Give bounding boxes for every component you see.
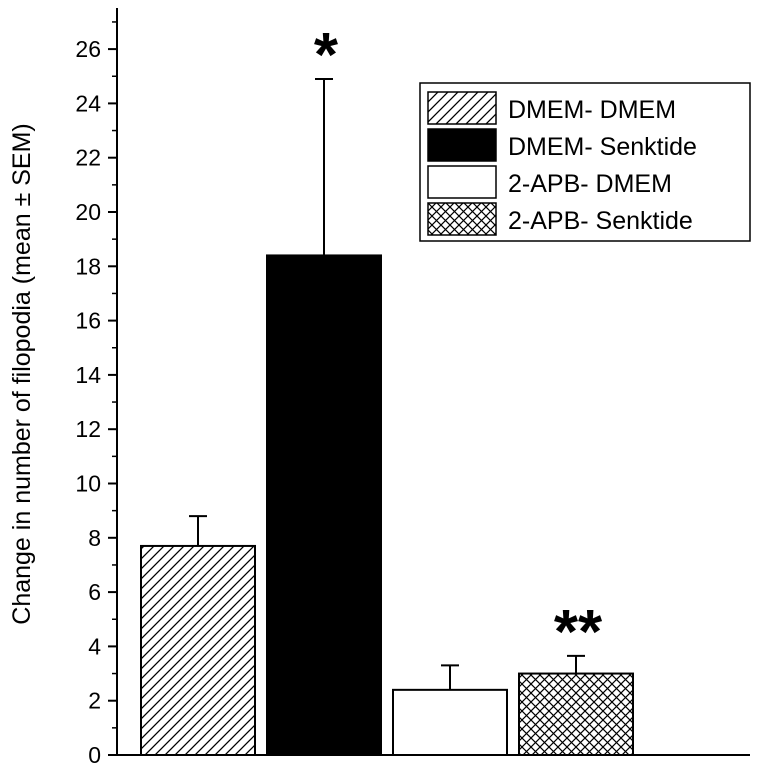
legend-label: 2-APB- Senktide (508, 207, 693, 235)
bar (140, 544, 256, 756)
bar (392, 688, 508, 757)
bars: *** (140, 21, 634, 757)
significance-marker: * (314, 21, 339, 90)
y-tick-label: 16 (75, 308, 101, 334)
y-tick-label: 18 (75, 253, 101, 279)
bar (518, 672, 634, 756)
legend-swatch (427, 202, 497, 236)
y-tick-label: 22 (75, 145, 101, 171)
y-tick-label: 24 (75, 90, 101, 116)
legend-swatch (427, 128, 497, 162)
legend-swatch (427, 165, 497, 199)
y-tick-label: 2 (88, 688, 101, 714)
y-tick-label: 4 (88, 633, 101, 659)
y-tick-label: 26 (75, 36, 101, 62)
y-tick-label: 8 (88, 525, 101, 551)
y-tick-label: 14 (75, 362, 101, 388)
y-tick-label: 6 (88, 579, 101, 605)
legend-label: DMEM- Senktide (508, 133, 697, 161)
legend: DMEM- DMEM DMEM- Senktide 2-APB- DMEM 2-APB… (419, 82, 751, 242)
legend-swatch (427, 91, 497, 125)
y-tick-label: 20 (75, 199, 101, 225)
significance-marker: ** (554, 598, 603, 667)
y-tick-label: 12 (75, 416, 101, 442)
legend-label: 2-APB- DMEM (508, 170, 672, 198)
legend-label: DMEM- DMEM (508, 96, 676, 124)
y-tick-label: 0 (88, 742, 101, 768)
y-axis-title: Change in number of filopodia (mean ± SE… (8, 123, 36, 624)
bar (266, 254, 382, 756)
y-tick-label: 10 (75, 471, 101, 497)
